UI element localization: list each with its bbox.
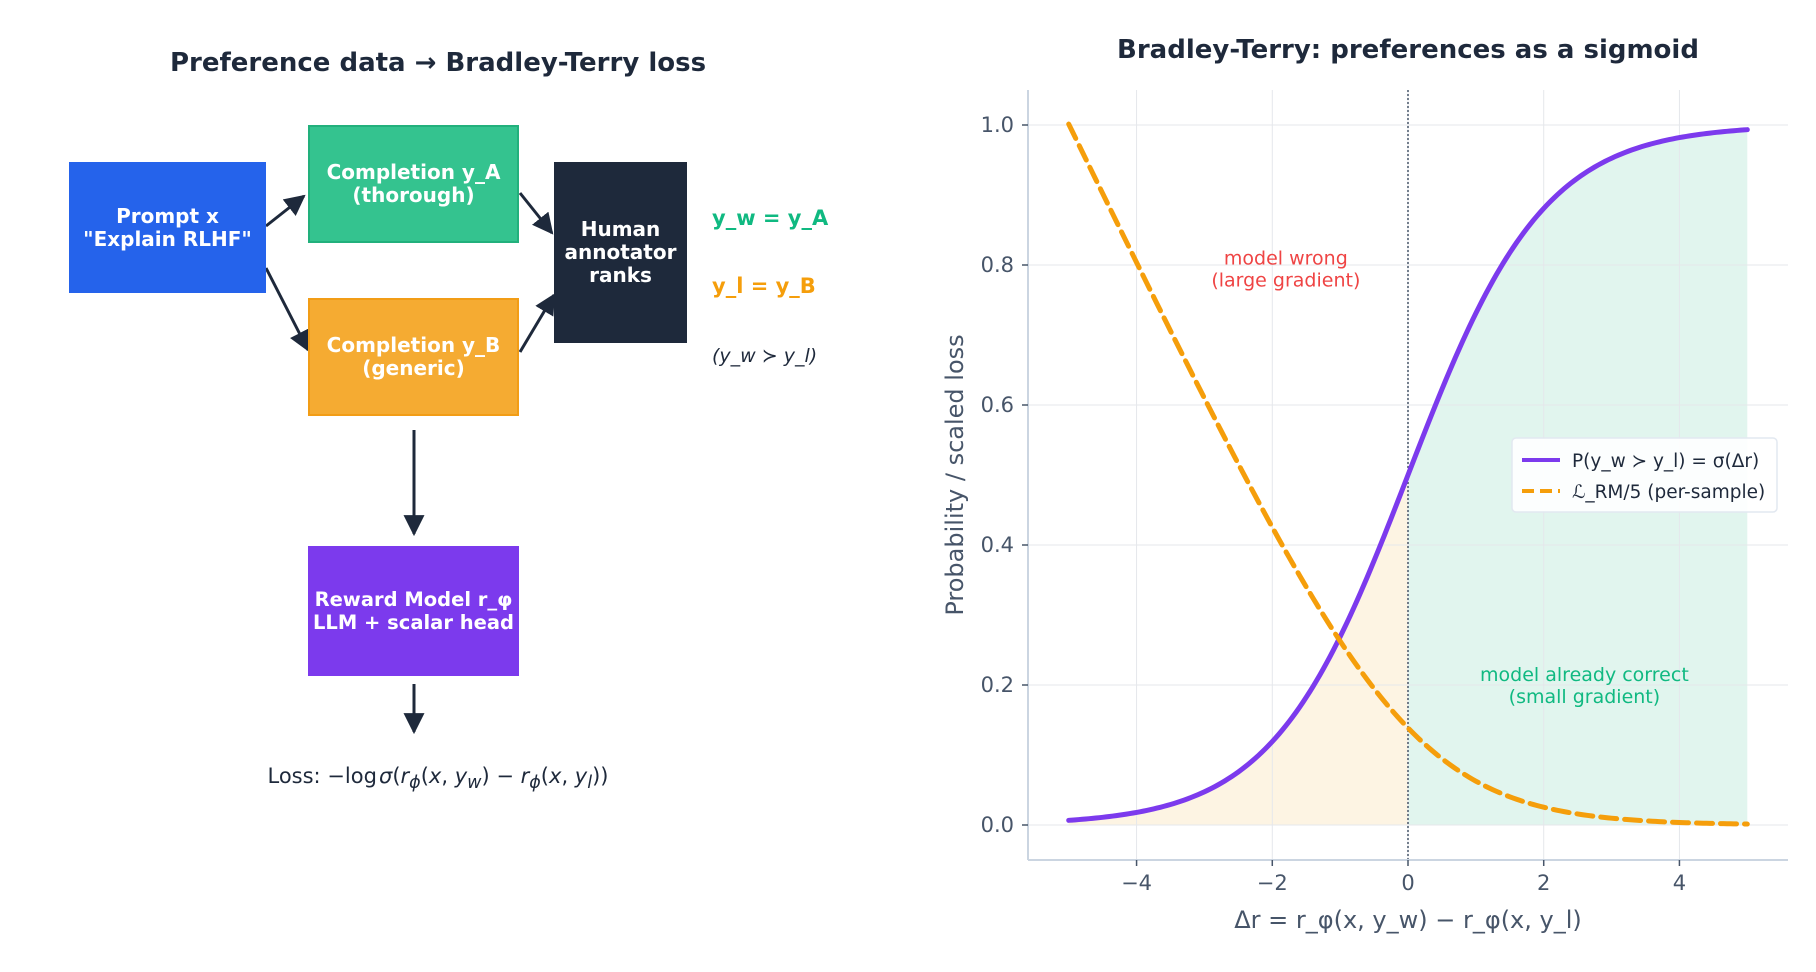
loss-formula: Loss: −log σ(rϕ(x, yw) − rϕ(x, yl)) bbox=[0, 764, 876, 793]
completion-b-box: Completion y_B (generic) bbox=[308, 298, 519, 416]
legend-box bbox=[1511, 437, 1778, 513]
shade-left-region bbox=[1068, 475, 1408, 825]
arrow-prompt-to-b bbox=[264, 267, 310, 352]
legend-label: ℒ_RM/5 (per-sample) bbox=[1572, 482, 1765, 503]
loss-expression: −log σ(rϕ(x, yw) − rϕ(x, yl)) bbox=[327, 764, 609, 794]
x-tick-label: −4 bbox=[1121, 871, 1152, 895]
x-tick-label: −2 bbox=[1257, 871, 1288, 895]
arrow-b-to-annotator bbox=[518, 293, 556, 353]
y-tick-label: 0.6 bbox=[981, 393, 1014, 417]
legend-label: P(y_w ≻ y_l) = σ(Δr) bbox=[1572, 451, 1759, 472]
x-tick-label: 2 bbox=[1537, 871, 1550, 895]
loss-line bbox=[1066, 121, 1750, 827]
arrow-a-to-annotator bbox=[518, 192, 554, 235]
completion-a-box: Completion y_A (thorough) bbox=[308, 125, 519, 243]
annotator-box: Human annotator ranks bbox=[554, 162, 687, 343]
annotation-text: (small gradient) bbox=[1509, 686, 1661, 708]
y-tick-label: 0.2 bbox=[981, 673, 1014, 697]
reward-model-box: Reward Model r_φ LLM + scalar head bbox=[308, 546, 519, 676]
annotation-text: model already correct bbox=[1480, 664, 1689, 686]
x-axis-label: Δr = r_φ(x, y_w) − r_φ(x, y_l) bbox=[1234, 906, 1582, 934]
diagram-title: Preference data → Bradley-Terry loss bbox=[169, 48, 707, 78]
diagram-arrows bbox=[264, 192, 556, 735]
yw-label: y_w = y_A bbox=[712, 206, 829, 230]
y-tick-label: 0.0 bbox=[981, 813, 1014, 837]
chart-title: Bradley-Terry: preferences as a sigmoid bbox=[1117, 35, 1699, 65]
x-tick-label: 0 bbox=[1401, 871, 1414, 895]
yl-label: y_l = y_B bbox=[712, 274, 816, 298]
y-tick-label: 0.8 bbox=[981, 253, 1014, 277]
sigmoid-line bbox=[1066, 127, 1750, 823]
arrow-prompt-to-a bbox=[265, 194, 306, 228]
loss-prefix: Loss: bbox=[267, 764, 328, 788]
y-axis-label: Probability / scaled loss bbox=[941, 334, 969, 615]
preference-relation: (y_w ≻ y_l) bbox=[712, 345, 818, 367]
y-tick-label: 0.4 bbox=[981, 533, 1014, 557]
annotation-text: (large gradient) bbox=[1211, 270, 1360, 292]
prompt-box: Prompt x "Explain RLHF" bbox=[69, 162, 266, 293]
x-tick-label: 4 bbox=[1673, 871, 1686, 895]
annotation-text: model wrong bbox=[1224, 248, 1348, 270]
y-tick-label: 1.0 bbox=[981, 113, 1014, 137]
